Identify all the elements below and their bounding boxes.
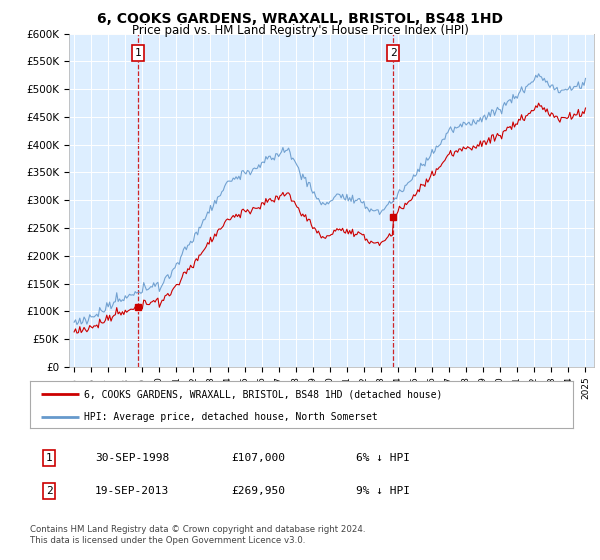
- Text: 30-SEP-1998: 30-SEP-1998: [95, 453, 169, 463]
- Text: 9% ↓ HPI: 9% ↓ HPI: [356, 486, 410, 496]
- Text: 19-SEP-2013: 19-SEP-2013: [95, 486, 169, 496]
- Text: Price paid vs. HM Land Registry's House Price Index (HPI): Price paid vs. HM Land Registry's House …: [131, 24, 469, 37]
- Text: Contains HM Land Registry data © Crown copyright and database right 2024.
This d: Contains HM Land Registry data © Crown c…: [30, 525, 365, 545]
- Text: £107,000: £107,000: [231, 453, 285, 463]
- Text: 1: 1: [46, 453, 52, 463]
- Text: HPI: Average price, detached house, North Somerset: HPI: Average price, detached house, Nort…: [84, 412, 378, 422]
- Text: 6% ↓ HPI: 6% ↓ HPI: [356, 453, 410, 463]
- Text: 6, COOKS GARDENS, WRAXALL, BRISTOL, BS48 1HD: 6, COOKS GARDENS, WRAXALL, BRISTOL, BS48…: [97, 12, 503, 26]
- Text: 6, COOKS GARDENS, WRAXALL, BRISTOL, BS48 1HD (detached house): 6, COOKS GARDENS, WRAXALL, BRISTOL, BS48…: [84, 389, 443, 399]
- Text: £269,950: £269,950: [231, 486, 285, 496]
- Text: 1: 1: [134, 48, 142, 58]
- Text: 2: 2: [390, 48, 397, 58]
- Text: 2: 2: [46, 486, 52, 496]
